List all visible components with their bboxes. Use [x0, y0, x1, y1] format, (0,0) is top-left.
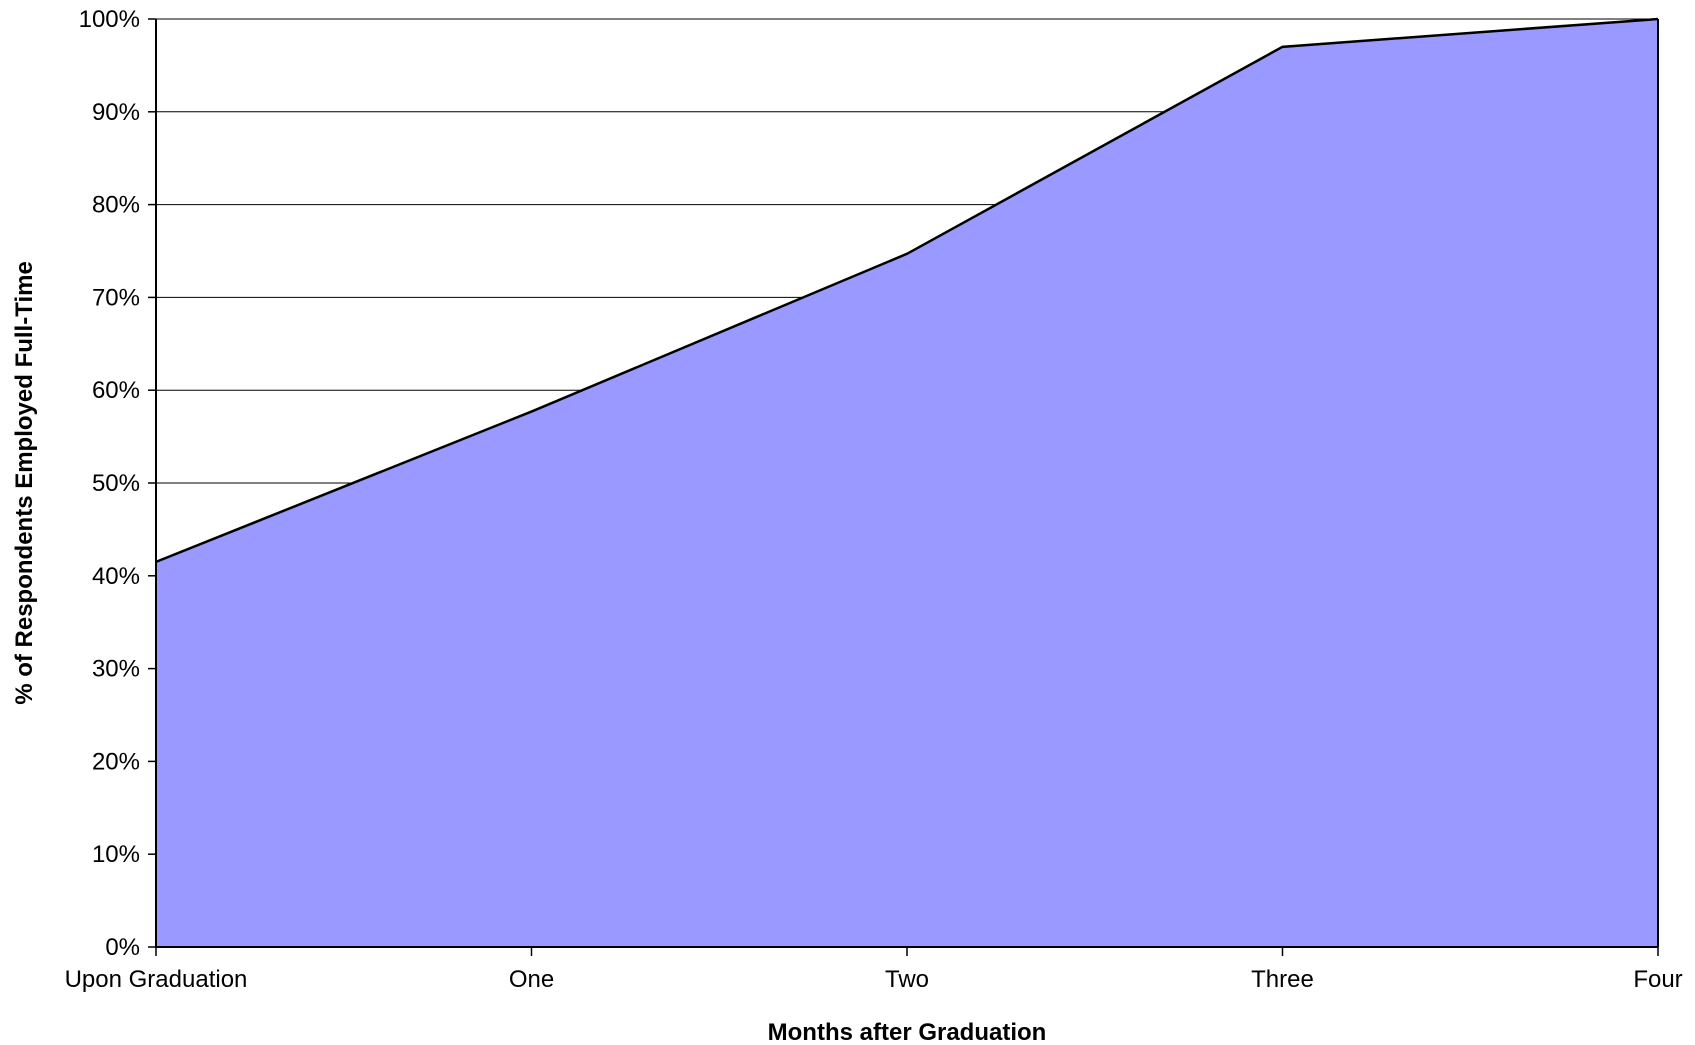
y-tick-label-100: 100% — [79, 6, 140, 33]
axes — [148, 18, 1659, 956]
y-tick-label-20: 20% — [92, 748, 140, 775]
x-tick-label-4: Four — [1633, 966, 1682, 993]
y-tick-label-10: 10% — [92, 841, 140, 868]
x-tick-label-2: Two — [885, 966, 929, 993]
x-tick-label-3: Three — [1251, 966, 1314, 993]
series-line — [155, 17, 1659, 564]
y-tick-label-50: 50% — [92, 470, 140, 497]
y-axis-title: % of Respondents Employed Full-Time — [11, 261, 38, 705]
y-tick-label-30: 30% — [92, 656, 140, 683]
plot-area — [155, 17, 1659, 947]
y-tick-label-40: 40% — [92, 563, 140, 590]
y-tick-label-70: 70% — [92, 284, 140, 311]
y-tick-label-60: 60% — [92, 377, 140, 404]
y-tick-label-80: 80% — [92, 192, 140, 219]
x-tick-label-0: Upon Graduation — [65, 966, 248, 993]
x-axis-tick-labels: Upon Graduation One Two Three Four — [65, 966, 1683, 993]
y-axis-tick-labels: 0% 10% 20% 30% 40% 50% 60% 70% 80% 90% 100% — [79, 6, 140, 961]
x-tick-label-1: One — [509, 966, 554, 993]
area-fill — [156, 19, 1658, 947]
y-tick-label-90: 90% — [92, 99, 140, 126]
x-axis-title: Months after Graduation — [768, 1019, 1047, 1045]
y-tick-label-0: 0% — [105, 934, 140, 961]
